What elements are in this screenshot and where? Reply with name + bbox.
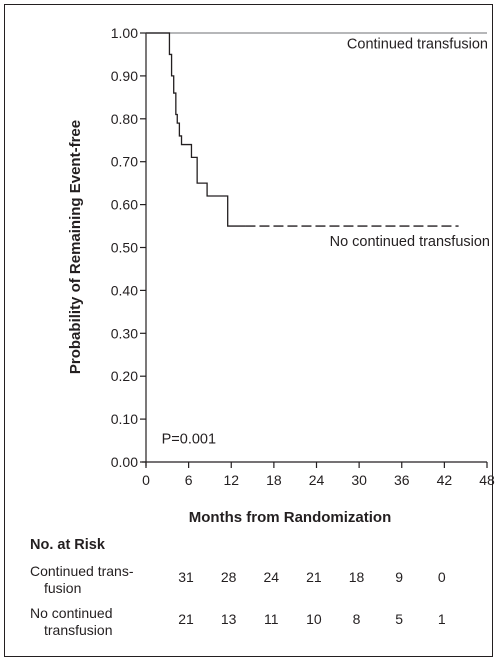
- x-tick-label: 12: [223, 472, 239, 488]
- x-tick-label: 42: [437, 472, 453, 488]
- legend-label-no-continued-transfusion: No continued transfusion: [330, 234, 490, 250]
- series-no-continued-transfusion-step: [146, 32, 246, 227]
- figure-frame: [4, 4, 493, 657]
- y-tick-label: 1.00: [111, 25, 138, 41]
- x-tick-label: 24: [309, 472, 325, 488]
- y-tick-label: 0.70: [111, 154, 138, 170]
- y-tick-label: 0.90: [111, 68, 138, 84]
- y-tick-label: 0.40: [111, 282, 138, 298]
- y-tick-label: 0.10: [111, 411, 138, 427]
- series-group: [146, 32, 487, 227]
- p-value-annotation: P=0.001: [162, 431, 216, 447]
- y-tick-label: 0.00: [111, 454, 138, 470]
- y-tick-label: 0.60: [111, 197, 138, 213]
- y-tick-label: 0.30: [111, 325, 138, 341]
- x-axis-title: Months from Randomization: [189, 509, 392, 526]
- y-axis-title: Probability of Remaining Event-free: [67, 120, 84, 374]
- y-tick-label: 0.50: [111, 240, 138, 256]
- x-tick-label: 48: [479, 472, 495, 488]
- x-tick-label: 36: [394, 472, 410, 488]
- x-tick-label: 30: [351, 472, 367, 488]
- axes: 0.00 0.10 0.20 0.30 0.40 0.50 0.60 0.70 0.80 0.90…: [111, 25, 495, 488]
- y-tick-label: 0.20: [111, 368, 138, 384]
- x-tick-label: 0: [142, 472, 150, 488]
- labels-group: Months from Randomization Probability of …: [67, 37, 490, 526]
- x-tick-label: 6: [185, 472, 193, 488]
- x-tick-label: 18: [266, 472, 282, 488]
- y-tick-label: 0.80: [111, 111, 138, 127]
- legend-label-continued-transfusion: Continued transfusion: [347, 37, 488, 53]
